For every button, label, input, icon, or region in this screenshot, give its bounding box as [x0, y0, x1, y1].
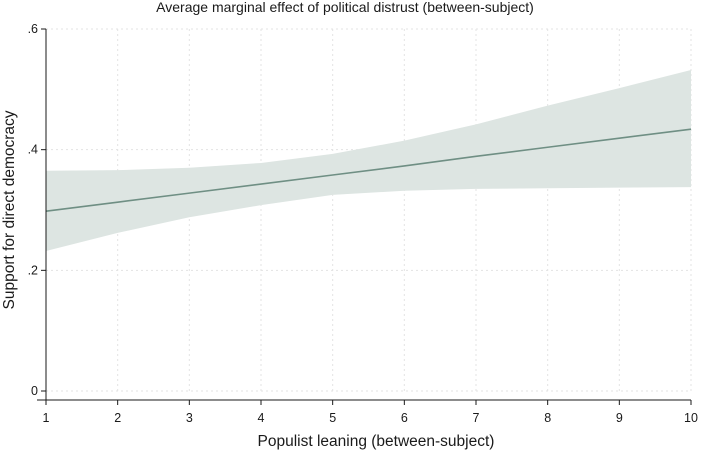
- axis-layer: 0 .2 .4 .6 1 2 3 4 5 6 7 8 9 10: [28, 22, 698, 425]
- x-axis-label: Populist leaning (between-subject): [258, 433, 495, 450]
- x-tick-label-4: 4: [258, 411, 265, 425]
- x-tick-label-9: 9: [616, 411, 623, 425]
- ci-band-layer: [46, 70, 691, 252]
- x-tick-label-2: 2: [114, 411, 121, 425]
- text-layer: Average marginal effect of political dis…: [1, 0, 534, 450]
- line-layer: [45, 128, 692, 213]
- series-line-1: [45, 128, 692, 213]
- x-tick-label-7: 7: [473, 411, 480, 425]
- y-tick-label-2: .2: [28, 263, 38, 277]
- x-tick-label-5: 5: [329, 411, 336, 425]
- chart-title: Average marginal effect of political dis…: [156, 0, 534, 15]
- x-tick-label-1: 1: [43, 411, 50, 425]
- x-tick-label-3: 3: [186, 411, 193, 425]
- x-tick-label-6: 6: [401, 411, 408, 425]
- x-tick-label-10: 10: [684, 411, 698, 425]
- y-tick-label-1: 0: [31, 384, 38, 398]
- confidence-band-1: [46, 70, 691, 252]
- y-tick-label-3: .4: [28, 143, 38, 157]
- y-tick-label-4: .6: [28, 22, 38, 36]
- x-tick-label-8: 8: [544, 411, 551, 425]
- y-axis-label: Support for direct democracy: [1, 110, 18, 309]
